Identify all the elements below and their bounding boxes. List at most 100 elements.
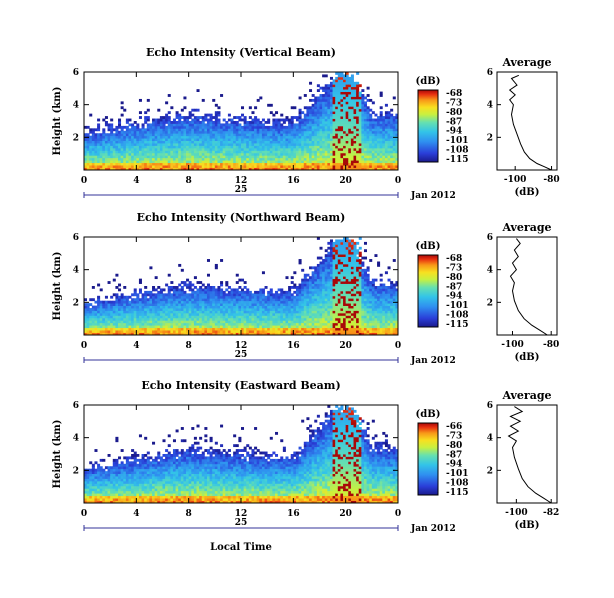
chart-title: Echo Intensity (Vertical Beam) [146, 46, 336, 59]
x-tick-label: 16 [287, 341, 300, 351]
profile-title: Average [501, 56, 551, 69]
x-tick-label: 20 [339, 341, 352, 351]
y-tick-label: 2 [73, 133, 79, 143]
profile-x-axis-label: (dB) [515, 187, 540, 198]
profile-x-tick-label: -82 [543, 508, 559, 518]
colorbar-tick-label: -68 [446, 254, 462, 264]
colorbar [417, 89, 439, 163]
date-day-label: 25 [235, 350, 248, 360]
colorbar-tick-label: -94 [446, 460, 462, 470]
colorbar-tick-label: -80 [446, 273, 462, 283]
colorbar-tick-label: -73 [446, 263, 462, 273]
date-month-year-label: Jan 2012 [410, 524, 456, 534]
profile-frame [496, 236, 558, 336]
colorbar-unit-label: (dB) [416, 76, 441, 87]
colorbar [417, 254, 439, 328]
x-tick-label: 20 [339, 176, 352, 186]
colorbar-tick-label: -73 [446, 98, 462, 108]
y-tick-label: 6 [73, 233, 79, 243]
colorbar-tick-label: -108 [446, 479, 469, 489]
colorbar-tick-label: -115 [446, 155, 469, 165]
y-tick-label: 2 [73, 466, 79, 476]
profile-line [508, 74, 552, 171]
profile-y-tick-label: 6 [487, 68, 493, 78]
date-month-year-label: Jan 2012 [410, 356, 456, 366]
date-month-year-label: Jan 2012 [410, 191, 456, 201]
profile-y-tick-label: 2 [487, 466, 493, 476]
colorbar [417, 422, 439, 496]
y-tick-label: 6 [73, 401, 79, 411]
x-tick-label: 0 [81, 176, 87, 186]
heatmap-field [84, 72, 399, 171]
profile-frame [496, 404, 558, 504]
chart-row-1: Echo Intensity (Vertical Beam) 2 4 6 Height … [52, 46, 560, 201]
x-tick-label: 8 [186, 176, 192, 186]
x-tick-label: 16 [287, 509, 300, 519]
y-tick-label: 6 [73, 68, 79, 78]
y-axis-label: Height (km) [52, 252, 63, 321]
colorbar-tick-label: -87 [446, 282, 462, 292]
y-axis-label: Height (km) [52, 87, 63, 156]
y-tick-label: 2 [73, 298, 79, 308]
heatmap-field [84, 237, 399, 336]
date-day-label: 25 [235, 518, 248, 528]
colorbar-tick-label: -108 [446, 311, 469, 321]
colorbar-unit-label: (dB) [416, 241, 441, 252]
x-tick-label: 16 [287, 176, 300, 186]
y-tick-label: 4 [73, 266, 79, 276]
profile-x-tick-label: -80 [543, 340, 559, 350]
colorbar-tick-label: -73 [446, 431, 462, 441]
profile-y-tick-label: 6 [487, 401, 493, 411]
profile-y-tick-label: 6 [487, 233, 493, 243]
colorbar-tick-label: -94 [446, 292, 462, 302]
x-tick-label: 0 [81, 341, 87, 351]
x-tick-label: 12 [235, 509, 248, 519]
profile-y-tick-label: 4 [487, 434, 493, 444]
colorbar-tick-label: -87 [446, 450, 462, 460]
colorbar-unit-label: (dB) [416, 409, 441, 420]
x-tick-label: 8 [186, 341, 192, 351]
colorbar-tick-label: -66 [446, 422, 462, 432]
colorbar-tick-label: -94 [446, 127, 462, 137]
profile-x-tick-label: -100 [504, 175, 527, 185]
chart-title: Echo Intensity (Eastward Beam) [141, 379, 340, 392]
profile-y-tick-label: 2 [487, 133, 493, 143]
colorbar-tick-label: -80 [446, 108, 462, 118]
profile-y-tick-label: 2 [487, 298, 493, 308]
colorbar-tick-label: -115 [446, 488, 469, 498]
x-axis-label: Local Time [210, 542, 272, 553]
colorbar-tick-label: -101 [446, 301, 469, 311]
x-tick-label: 0 [395, 509, 401, 519]
chart-rows: Echo Intensity (Vertical Beam) 2 4 6 Height … [52, 46, 560, 553]
profile-y-tick-label: 4 [487, 101, 493, 111]
x-tick-label: 0 [395, 341, 401, 351]
colorbar-tick-label: -101 [446, 469, 469, 479]
x-tick-label: 20 [339, 509, 352, 519]
profile-line [509, 238, 548, 336]
colorbar-tick-label: -68 [446, 89, 462, 99]
y-tick-label: 4 [73, 434, 79, 444]
colorbar-tick-label: -115 [446, 320, 469, 330]
profile-line [507, 406, 552, 504]
x-tick-label: 4 [133, 341, 139, 351]
x-tick-label: 4 [133, 509, 139, 519]
profile-x-tick-label: -100 [505, 508, 528, 518]
chart-row-3: Echo Intensity (Eastward Beam) 2 4 6 Height … [52, 379, 559, 553]
colorbar-tick-label: -80 [446, 441, 462, 451]
profile-x-axis-label: (dB) [515, 352, 540, 363]
chart-title: Echo Intensity (Northward Beam) [137, 211, 346, 224]
y-axis-label: Height (km) [52, 420, 63, 489]
y-tick-label: 4 [73, 101, 79, 111]
x-tick-label: 4 [133, 176, 139, 186]
colorbar-tick-label: -87 [446, 117, 462, 127]
x-tick-label: 12 [235, 176, 248, 186]
profile-title: Average [501, 221, 551, 234]
profile-title: Average [501, 389, 551, 402]
x-tick-label: 12 [235, 341, 248, 351]
chart-row-2: Echo Intensity (Northward Beam) 2 4 6 Height… [52, 211, 559, 366]
profile-x-tick-label: -100 [501, 340, 524, 350]
x-tick-label: 0 [395, 176, 401, 186]
colorbar-tick-label: -108 [446, 146, 469, 156]
heatmap-field [84, 405, 399, 504]
